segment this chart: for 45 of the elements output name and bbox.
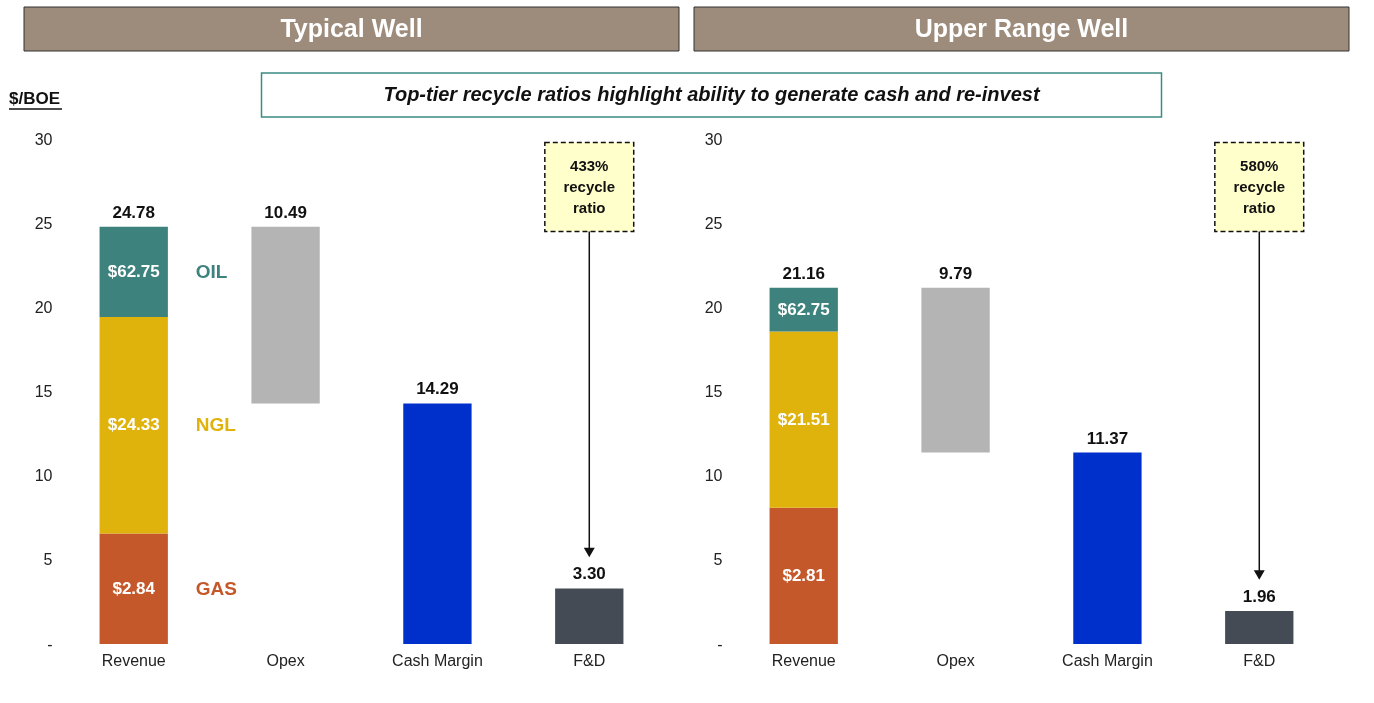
x-tick-label: F&D bbox=[1243, 651, 1276, 669]
y-tick-label: 30 bbox=[34, 130, 53, 148]
y-tick-label: - bbox=[717, 635, 723, 653]
annotation: $62.75 bbox=[777, 299, 830, 319]
total-label: 14.29 bbox=[416, 379, 459, 399]
x-tick-label: F&D bbox=[573, 651, 606, 669]
annotation: 433% recycle ratio bbox=[563, 157, 616, 216]
y-tick-label: 10 bbox=[34, 467, 53, 485]
x-tick-label: Cash Margin bbox=[1062, 651, 1153, 669]
total-label: 3.30 bbox=[572, 564, 606, 584]
y-tick-label: 20 bbox=[34, 298, 53, 316]
x-tick-label: Opex bbox=[266, 651, 305, 669]
y-tick-label: 15 bbox=[34, 383, 53, 400]
total-label: 11.37 bbox=[1086, 428, 1129, 448]
x-tick-label: Revenue bbox=[101, 651, 166, 669]
x-tick-label: Revenue bbox=[771, 651, 836, 669]
y-tick-label: 5 bbox=[713, 551, 723, 569]
text: Top-tier recycle ratios highlight ability to generate cash and re-invest bbox=[383, 83, 1041, 105]
annotation: $24.33 bbox=[107, 415, 160, 435]
annotation: $2.81 bbox=[782, 565, 825, 585]
series-label: NGL bbox=[195, 414, 237, 436]
y-tick-label: 25 bbox=[34, 214, 53, 232]
y-tick-label: 30 bbox=[704, 130, 723, 148]
x-tick-label: Opex bbox=[936, 651, 975, 669]
total-label: 10.49 bbox=[264, 202, 307, 222]
y-tick-label: 10 bbox=[704, 467, 723, 485]
chart-title: Typical Well bbox=[280, 14, 423, 42]
annotation: 580% recycle ratio bbox=[1233, 157, 1286, 216]
y-tick-label: 25 bbox=[704, 214, 723, 232]
series-label: OIL bbox=[195, 260, 228, 282]
annotation: $2.84 bbox=[112, 578, 156, 598]
y-tick-label: 15 bbox=[704, 383, 723, 400]
total-label: 9.79 bbox=[939, 263, 973, 283]
total-label: 1.96 bbox=[1242, 587, 1276, 607]
y-tick-label: - bbox=[47, 635, 53, 653]
annotation: $21.51 bbox=[777, 409, 830, 429]
annotation: $62.75 bbox=[107, 261, 160, 281]
y-tick-label: 20 bbox=[704, 298, 723, 316]
total-label: 24.78 bbox=[112, 202, 155, 222]
x-tick-label: Cash Margin bbox=[392, 651, 483, 669]
chart-title: Upper Range Well bbox=[914, 14, 1129, 42]
y-tick-label: 5 bbox=[43, 551, 53, 569]
y-axis-title: $/BOE bbox=[9, 89, 61, 108]
series-label: GAS bbox=[195, 577, 237, 599]
total-label: 21.16 bbox=[782, 263, 825, 283]
